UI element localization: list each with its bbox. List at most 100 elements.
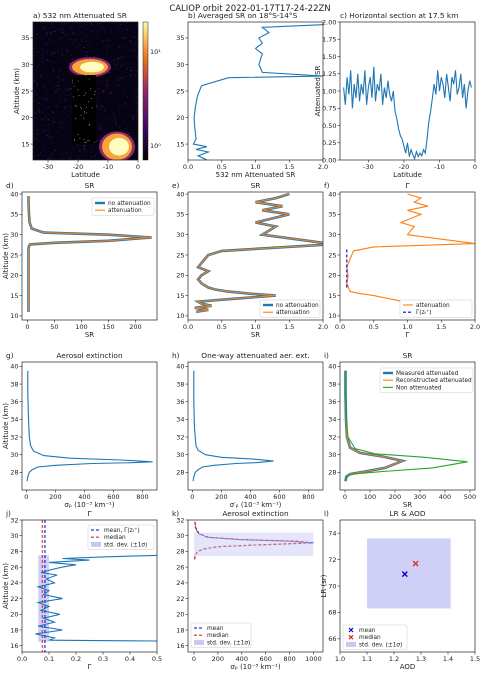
colorbar-tick-label: 10⁰	[150, 142, 161, 150]
legend-label: median	[207, 633, 229, 639]
heatmap-noise-pixel	[60, 122, 63, 124]
y-tick-label: 30	[10, 451, 18, 459]
heatmap-speck	[83, 118, 85, 120]
heatmap-noise-pixel	[134, 74, 137, 76]
heatmap-noise-pixel	[86, 54, 88, 56]
heatmap-noise-pixel	[43, 130, 45, 132]
heatmap-noise-pixel	[33, 90, 36, 92]
heatmap-noise-pixel	[41, 119, 44, 121]
x-tick-label: 0	[25, 323, 29, 331]
y-tick-label: 40	[176, 190, 184, 198]
heatmap-noise-pixel	[115, 121, 118, 123]
heatmap-noise-pixel	[76, 158, 79, 160]
heatmap-noise-pixel	[96, 37, 99, 39]
heatmap-feature	[72, 75, 96, 145]
heatmap-speck	[74, 138, 76, 140]
x-tick-label: 800	[283, 655, 295, 663]
heatmap-noise-pixel	[35, 45, 38, 47]
x-tick-label: 1.0	[250, 323, 260, 331]
heatmap-noise-pixel	[48, 155, 51, 157]
y-tick-label: 1.00	[322, 87, 336, 95]
y-tick-label: 28	[10, 548, 18, 556]
series-line	[26, 370, 153, 482]
y-tick-label: 32	[10, 516, 18, 524]
heatmap-noise-pixel	[69, 156, 72, 159]
panel-i-title: SR	[403, 351, 413, 360]
heatmap-noise-pixel	[108, 57, 110, 59]
heatmap-noise-pixel	[80, 39, 83, 41]
heatmap-noise-pixel	[78, 32, 80, 35]
heatmap-noise-pixel	[70, 125, 73, 127]
heatmap-noise-pixel	[41, 144, 43, 147]
heatmap-speck	[94, 93, 96, 95]
figure-title: CALIOP orbit 2022-01-17T17-24-22ZN	[169, 4, 330, 14]
heatmap-noise-pixel	[122, 64, 124, 66]
heatmap-noise-pixel	[33, 55, 36, 57]
panel-k: Aerosol extinction k) 0 200 400 600 800 1000 16 1…	[172, 509, 324, 671]
heatmap-noise-pixel	[86, 35, 89, 37]
heatmap-noise-pixel	[57, 126, 60, 128]
heatmap-noise-pixel	[57, 89, 59, 91]
heatmap-speck	[81, 108, 83, 110]
heatmap-noise-pixel	[48, 79, 51, 81]
heatmap-noise-pixel	[52, 51, 54, 53]
heatmap-noise-pixel	[56, 111, 59, 113]
heatmap-noise-pixel	[134, 138, 137, 140]
x-tick-label: 50	[50, 323, 58, 331]
heatmap-noise-pixel	[46, 92, 48, 94]
heatmap-noise-pixel	[107, 39, 110, 41]
plot-area-k	[193, 521, 314, 560]
heatmap-noise-pixel	[107, 99, 110, 101]
heatmap-noise-pixel	[132, 36, 135, 38]
heatmap-noise-pixel	[54, 149, 56, 151]
heatmap-noise-pixel	[99, 127, 101, 129]
heatmap-noise-pixel	[39, 132, 41, 134]
y-tick-label: 10	[10, 312, 18, 320]
y-tick-label: 38	[10, 380, 18, 388]
heatmap-noise-pixel	[108, 100, 111, 103]
heatmap-noise-pixel	[117, 62, 120, 64]
heatmap-noise-pixel	[101, 105, 104, 108]
x-tick-label: 400	[244, 493, 256, 501]
x-tick-label: 500	[464, 493, 476, 501]
heatmap-noise-pixel	[45, 117, 48, 119]
y-axis-label: Altitude (km)	[2, 563, 10, 609]
heatmap-noise-pixel	[124, 103, 127, 105]
heatmap-noise-pixel	[110, 92, 112, 94]
x-tick-label: 1.5	[470, 655, 480, 663]
panel-i-label: i)	[324, 351, 329, 360]
legend-box	[342, 624, 408, 650]
heatmap-noise-pixel	[119, 52, 122, 54]
y-tick-label: 20	[10, 611, 18, 619]
heatmap-noise-pixel	[129, 74, 132, 76]
x-axis-label: Latitude	[393, 171, 422, 179]
x-tick-label: 0	[192, 655, 196, 663]
heatmap-noise-pixel	[58, 37, 60, 40]
heatmap-noise-pixel	[102, 39, 104, 41]
heatmap-noise-pixel	[54, 87, 56, 89]
y-tick-label: 38	[176, 380, 184, 388]
axes-frame	[187, 21, 324, 161]
heatmap-noise-pixel	[126, 29, 128, 31]
x-tick-label: 0.2	[71, 655, 81, 663]
heatmap-noise-pixel	[34, 155, 37, 158]
heatmap-noise-pixel	[107, 45, 109, 47]
axes-frame	[21, 361, 158, 491]
heatmap-noise-pixel	[122, 56, 124, 58]
x-tick-label: 0	[24, 493, 28, 501]
heatmap-noise-pixel	[45, 133, 48, 135]
heatmap-noise-pixel	[67, 88, 69, 91]
legend-label: std. dev. (±1σ)	[207, 640, 250, 646]
heatmap-noise-pixel	[67, 94, 69, 97]
heatmap-noise-pixel	[69, 62, 71, 65]
heatmap-noise-pixel	[98, 140, 100, 142]
heatmap-noise-pixel	[137, 30, 138, 33]
x-axis-label: σ′ₚ (10⁻³ km⁻¹)	[230, 501, 282, 509]
heatmap-noise-pixel	[40, 137, 43, 139]
heatmap-noise-pixel	[134, 49, 137, 51]
panel-b: b) Averaged SR on 18°S-14°S 0.0 0.5 1.0 1.5 2…	[176, 11, 328, 179]
y-tick-label: 32	[176, 516, 184, 524]
heatmap-speck	[83, 95, 85, 97]
